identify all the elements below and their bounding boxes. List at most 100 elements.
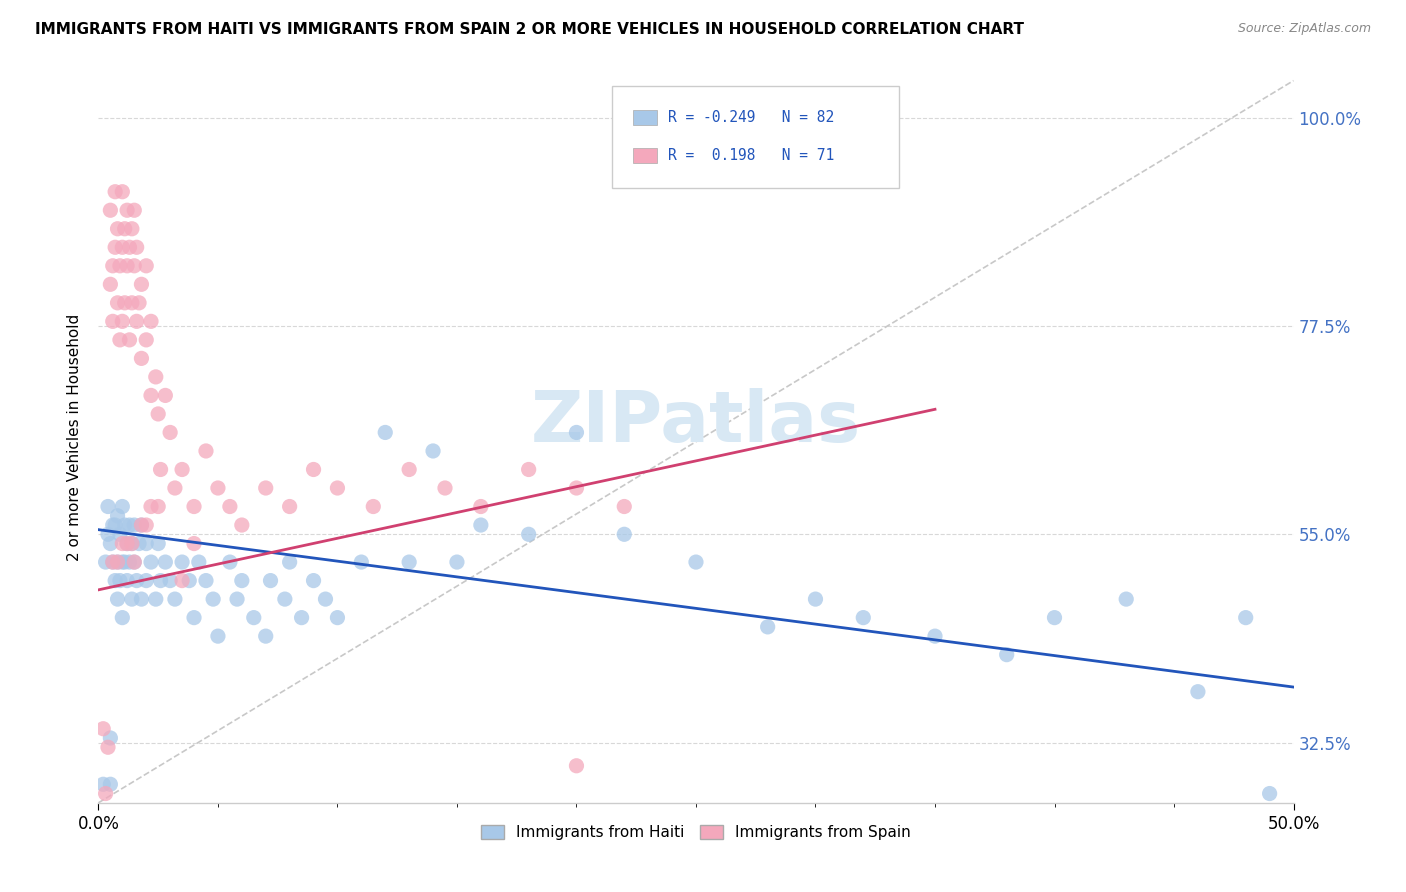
- Point: [91, 722, 114, 736]
- Point: [254, 481, 277, 495]
- Point: [97, 527, 120, 541]
- Point: [107, 555, 129, 569]
- Point: [118, 333, 141, 347]
- Point: [995, 648, 1018, 662]
- Point: [125, 240, 148, 254]
- Point: [149, 574, 172, 588]
- Point: [1258, 787, 1281, 801]
- Point: [115, 574, 138, 588]
- Point: [291, 610, 314, 624]
- Point: [254, 629, 277, 643]
- Text: R =  0.198   N = 71: R = 0.198 N = 71: [668, 148, 835, 163]
- Point: [104, 574, 127, 588]
- Point: [202, 592, 225, 607]
- Legend: Immigrants from Haiti, Immigrants from Spain: Immigrants from Haiti, Immigrants from S…: [475, 819, 917, 847]
- Point: [98, 777, 122, 791]
- Bar: [633, 110, 657, 125]
- Point: [374, 425, 396, 440]
- Point: [231, 574, 253, 588]
- Point: [131, 518, 153, 533]
- Point: [135, 536, 157, 550]
- Point: [135, 333, 157, 347]
- Point: [135, 574, 157, 588]
- Point: [155, 555, 177, 569]
- Point: [94, 555, 117, 569]
- Point: [398, 462, 420, 476]
- Point: [124, 203, 146, 218]
- Point: [172, 574, 194, 588]
- Point: [207, 481, 229, 495]
- Text: ZIPatlas: ZIPatlas: [531, 388, 860, 457]
- Point: [111, 314, 134, 328]
- Point: [104, 240, 127, 254]
- Point: [101, 555, 124, 569]
- Point: [125, 314, 148, 328]
- Point: [108, 527, 131, 541]
- Point: [104, 185, 127, 199]
- Point: [398, 555, 420, 569]
- Point: [135, 259, 157, 273]
- Point: [101, 314, 124, 328]
- Point: [226, 592, 249, 607]
- Point: [118, 518, 141, 533]
- Point: [852, 610, 875, 624]
- Point: [159, 574, 181, 588]
- Point: [172, 555, 194, 569]
- Point: [1043, 610, 1066, 624]
- Point: [422, 444, 444, 458]
- Point: [470, 518, 492, 533]
- Point: [98, 731, 122, 745]
- Point: [107, 508, 129, 523]
- Point: [124, 259, 146, 273]
- Text: IMMIGRANTS FROM HAITI VS IMMIGRANTS FROM SPAIN 2 OR MORE VEHICLES IN HOUSEHOLD C: IMMIGRANTS FROM HAITI VS IMMIGRANTS FROM…: [35, 22, 1024, 37]
- Point: [124, 555, 146, 569]
- Point: [114, 518, 136, 533]
- Point: [101, 518, 124, 533]
- Point: [350, 555, 373, 569]
- Point: [219, 555, 242, 569]
- Point: [145, 370, 167, 384]
- Point: [924, 629, 946, 643]
- Point: [326, 610, 349, 624]
- Point: [107, 221, 129, 235]
- Point: [259, 574, 281, 588]
- Point: [101, 259, 124, 273]
- Point: [804, 592, 827, 607]
- Point: [1115, 592, 1137, 607]
- Point: [91, 777, 114, 791]
- Point: [111, 555, 134, 569]
- Point: [114, 221, 136, 235]
- Point: [139, 314, 162, 328]
- Point: [183, 536, 205, 550]
- Point: [121, 592, 143, 607]
- Point: [517, 462, 540, 476]
- Point: [121, 295, 143, 310]
- Point: [131, 592, 153, 607]
- Point: [163, 481, 186, 495]
- Point: [115, 259, 138, 273]
- Point: [159, 425, 181, 440]
- Point: [111, 240, 134, 254]
- Point: [115, 536, 138, 550]
- Point: [121, 536, 143, 550]
- Point: [125, 574, 148, 588]
- Point: [470, 500, 492, 514]
- Point: [195, 574, 218, 588]
- Point: [107, 592, 129, 607]
- Point: [131, 518, 153, 533]
- Point: [124, 518, 146, 533]
- Point: [1234, 610, 1257, 624]
- Point: [108, 574, 131, 588]
- Point: [114, 555, 136, 569]
- Point: [98, 277, 122, 292]
- Point: [145, 592, 167, 607]
- Point: [243, 610, 266, 624]
- Point: [155, 388, 177, 402]
- Point: [363, 500, 385, 514]
- Point: [139, 555, 162, 569]
- Point: [104, 518, 127, 533]
- Y-axis label: 2 or more Vehicles in Household: 2 or more Vehicles in Household: [67, 313, 83, 561]
- Point: [179, 574, 201, 588]
- Point: [756, 620, 779, 634]
- Point: [1271, 814, 1294, 829]
